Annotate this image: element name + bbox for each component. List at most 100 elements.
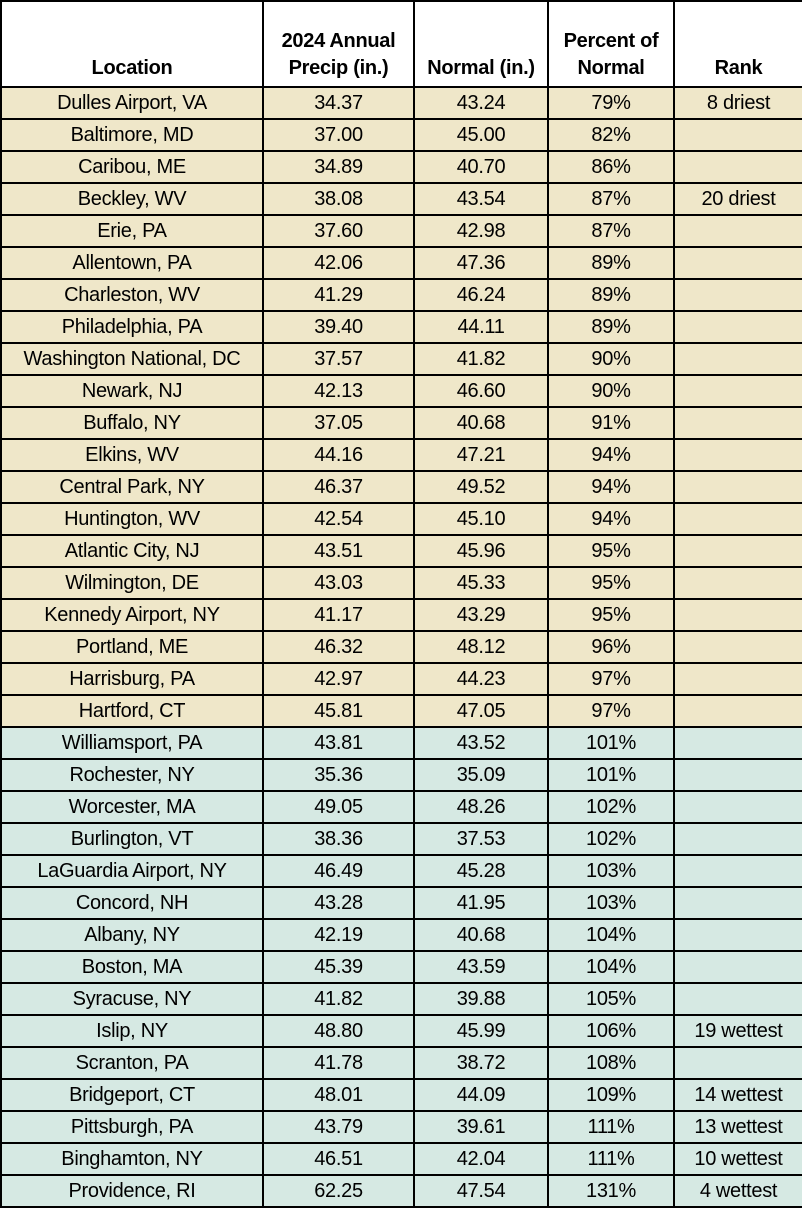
- normal-cell: 47.36: [413, 246, 549, 280]
- percent-cell: 97%: [547, 662, 675, 696]
- location-cell: Rochester, NY: [0, 758, 264, 792]
- table-row: Atlantic City, NJ 43.51 45.96 95%: [0, 534, 802, 568]
- col-header-precip: 2024 Annual Precip (in.): [262, 0, 415, 88]
- percent-cell: 86%: [547, 150, 675, 184]
- precip-cell: 43.81: [262, 726, 415, 760]
- table-row: Islip, NY 48.80 45.99 106% 19 wettest: [0, 1014, 802, 1048]
- rank-cell: [673, 790, 802, 824]
- table-row: Philadelphia, PA 39.40 44.11 89%: [0, 310, 802, 344]
- percent-cell: 95%: [547, 534, 675, 568]
- normal-cell: 43.52: [413, 726, 549, 760]
- percent-cell: 101%: [547, 758, 675, 792]
- location-cell: Washington National, DC: [0, 342, 264, 376]
- table-row: Allentown, PA 42.06 47.36 89%: [0, 246, 802, 280]
- rank-cell: 13 wettest: [673, 1110, 802, 1144]
- percent-cell: 106%: [547, 1014, 675, 1048]
- normal-cell: 39.88: [413, 982, 549, 1016]
- normal-cell: 45.28: [413, 854, 549, 888]
- percent-cell: 95%: [547, 566, 675, 600]
- normal-cell: 47.21: [413, 438, 549, 472]
- table-row: Rochester, NY 35.36 35.09 101%: [0, 758, 802, 792]
- location-cell: Islip, NY: [0, 1014, 264, 1048]
- col-header-rank: Rank: [673, 0, 802, 88]
- location-cell: Kennedy Airport, NY: [0, 598, 264, 632]
- table-row: Albany, NY 42.19 40.68 104%: [0, 918, 802, 952]
- precip-cell: 42.54: [262, 502, 415, 536]
- table-row: Dulles Airport, VA 34.37 43.24 79% 8 driest: [0, 86, 802, 120]
- percent-cell: 104%: [547, 918, 675, 952]
- percent-cell: 95%: [547, 598, 675, 632]
- location-cell: Worcester, MA: [0, 790, 264, 824]
- location-cell: Providence, RI: [0, 1174, 264, 1208]
- rank-cell: [673, 886, 802, 920]
- normal-cell: 44.09: [413, 1078, 549, 1112]
- precip-cell: 46.32: [262, 630, 415, 664]
- rank-cell: [673, 822, 802, 856]
- precip-cell: 44.16: [262, 438, 415, 472]
- rank-cell: 10 wettest: [673, 1142, 802, 1176]
- location-cell: Burlington, VT: [0, 822, 264, 856]
- normal-cell: 45.33: [413, 566, 549, 600]
- rank-cell: [673, 246, 802, 280]
- precip-cell: 48.80: [262, 1014, 415, 1048]
- location-cell: Pittsburgh, PA: [0, 1110, 264, 1144]
- table-row: Boston, MA 45.39 43.59 104%: [0, 950, 802, 984]
- table-row: Caribou, ME 34.89 40.70 86%: [0, 150, 802, 184]
- location-cell: Allentown, PA: [0, 246, 264, 280]
- rank-cell: [673, 534, 802, 568]
- normal-cell: 48.12: [413, 630, 549, 664]
- rank-cell: [673, 918, 802, 952]
- normal-cell: 44.23: [413, 662, 549, 696]
- col-header-location: Location: [0, 0, 264, 88]
- precip-cell: 41.17: [262, 598, 415, 632]
- percent-cell: 91%: [547, 406, 675, 440]
- precip-cell: 41.78: [262, 1046, 415, 1080]
- rank-cell: [673, 310, 802, 344]
- percent-cell: 94%: [547, 470, 675, 504]
- location-cell: Charleston, WV: [0, 278, 264, 312]
- normal-cell: 41.95: [413, 886, 549, 920]
- precip-cell: 37.00: [262, 118, 415, 152]
- table-header: Location 2024 Annual Precip (in.) Normal…: [0, 0, 802, 88]
- table-row: Burlington, VT 38.36 37.53 102%: [0, 822, 802, 856]
- percent-cell: 105%: [547, 982, 675, 1016]
- precip-cell: 42.13: [262, 374, 415, 408]
- rank-cell: [673, 726, 802, 760]
- percent-cell: 103%: [547, 886, 675, 920]
- precip-cell: 45.39: [262, 950, 415, 984]
- normal-cell: 38.72: [413, 1046, 549, 1080]
- table-row: Worcester, MA 49.05 48.26 102%: [0, 790, 802, 824]
- normal-cell: 46.60: [413, 374, 549, 408]
- precip-cell: 38.36: [262, 822, 415, 856]
- percent-cell: 102%: [547, 822, 675, 856]
- location-cell: Scranton, PA: [0, 1046, 264, 1080]
- percent-cell: 131%: [547, 1174, 675, 1208]
- table-row: Central Park, NY 46.37 49.52 94%: [0, 470, 802, 504]
- rank-cell: 14 wettest: [673, 1078, 802, 1112]
- percent-cell: 90%: [547, 374, 675, 408]
- rank-cell: [673, 598, 802, 632]
- percent-cell: 87%: [547, 182, 675, 216]
- location-cell: Central Park, NY: [0, 470, 264, 504]
- location-cell: Newark, NJ: [0, 374, 264, 408]
- location-cell: Binghamton, NY: [0, 1142, 264, 1176]
- precip-cell: 42.06: [262, 246, 415, 280]
- location-cell: Erie, PA: [0, 214, 264, 248]
- table-row: LaGuardia Airport, NY 46.49 45.28 103%: [0, 854, 802, 888]
- precip-cell: 43.28: [262, 886, 415, 920]
- normal-cell: 45.96: [413, 534, 549, 568]
- percent-cell: 111%: [547, 1142, 675, 1176]
- location-cell: Baltimore, MD: [0, 118, 264, 152]
- col-header-percent: Percent of Normal: [547, 0, 675, 88]
- precip-cell: 37.05: [262, 406, 415, 440]
- precip-cell: 46.37: [262, 470, 415, 504]
- rank-cell: [673, 566, 802, 600]
- rank-cell: [673, 470, 802, 504]
- percent-cell: 89%: [547, 310, 675, 344]
- normal-cell: 47.05: [413, 694, 549, 728]
- percent-cell: 82%: [547, 118, 675, 152]
- table-row: Beckley, WV 38.08 43.54 87% 20 driest: [0, 182, 802, 216]
- col-header-normal: Normal (in.): [413, 0, 549, 88]
- normal-cell: 45.99: [413, 1014, 549, 1048]
